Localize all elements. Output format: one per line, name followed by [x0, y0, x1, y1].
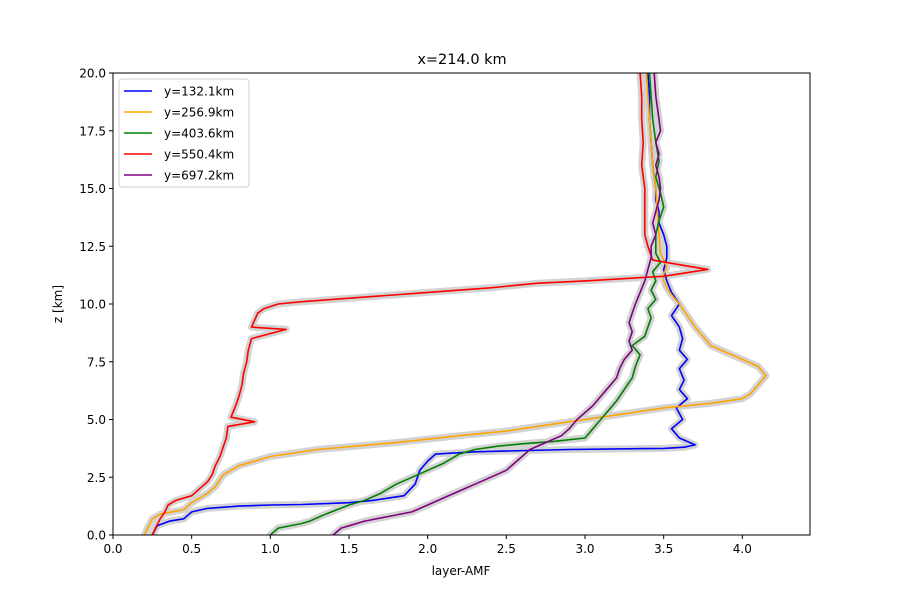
x-tick-label: 2.5 [497, 542, 516, 556]
chart-title: x=214.0 km [417, 52, 506, 68]
x-tick-label: 3.5 [654, 542, 673, 556]
legend-label-1: y=132.1km [164, 85, 234, 99]
y-tick-label: 20.0 [79, 67, 106, 81]
y-tick-label: 2.5 [87, 471, 106, 485]
x-tick-label: 1.5 [339, 542, 358, 556]
legend-label-2: y=256.9km [164, 106, 234, 120]
x-axis-ticks: 0.0 0.5 1.0 1.5 2.0 2.5 3.0 3.5 4.0 [103, 535, 752, 556]
series-line-2 [143, 73, 767, 535]
legend-label-4: y=550.4km [164, 148, 234, 162]
y-tick-label: 12.5 [79, 240, 106, 254]
x-tick-label: 4.0 [733, 542, 752, 556]
y-tick-label: 5.0 [87, 413, 106, 427]
series-line-5 [332, 73, 662, 535]
y-tick-label: 17.5 [79, 124, 106, 138]
x-tick-label: 1.0 [261, 542, 280, 556]
x-tick-label: 3.0 [575, 542, 594, 556]
x-tick-label: 2.0 [418, 542, 437, 556]
series-line-3 [269, 73, 665, 535]
series-line-1 [151, 73, 696, 535]
uncertainty-band-5 [329, 73, 664, 535]
y-axis-label: z [km] [51, 285, 65, 323]
y-tick-label: 0.0 [87, 529, 106, 543]
y-axis-ticks: 0.0 2.5 5.0 7.5 10.0 12.5 15.0 17.5 20.0 [79, 67, 113, 543]
legend: y=132.1km y=256.9km y=403.6km y=550.4km y=69… [118, 78, 250, 188]
x-tick-label: 0.5 [182, 542, 201, 556]
series-line-4 [151, 73, 709, 535]
uncertainty-band-3 [266, 73, 668, 535]
legend-frame [118, 78, 250, 188]
legend-label-5: y=697.2km [164, 169, 234, 183]
series-lines [143, 73, 767, 535]
legend-label-3: y=403.6km [164, 127, 234, 141]
y-tick-label: 10.0 [79, 298, 106, 312]
x-axis-label: layer-AMF [432, 564, 491, 578]
x-tick-label: 0.0 [103, 542, 122, 556]
y-tick-label: 15.0 [79, 182, 106, 196]
y-tick-label: 7.5 [87, 355, 106, 369]
